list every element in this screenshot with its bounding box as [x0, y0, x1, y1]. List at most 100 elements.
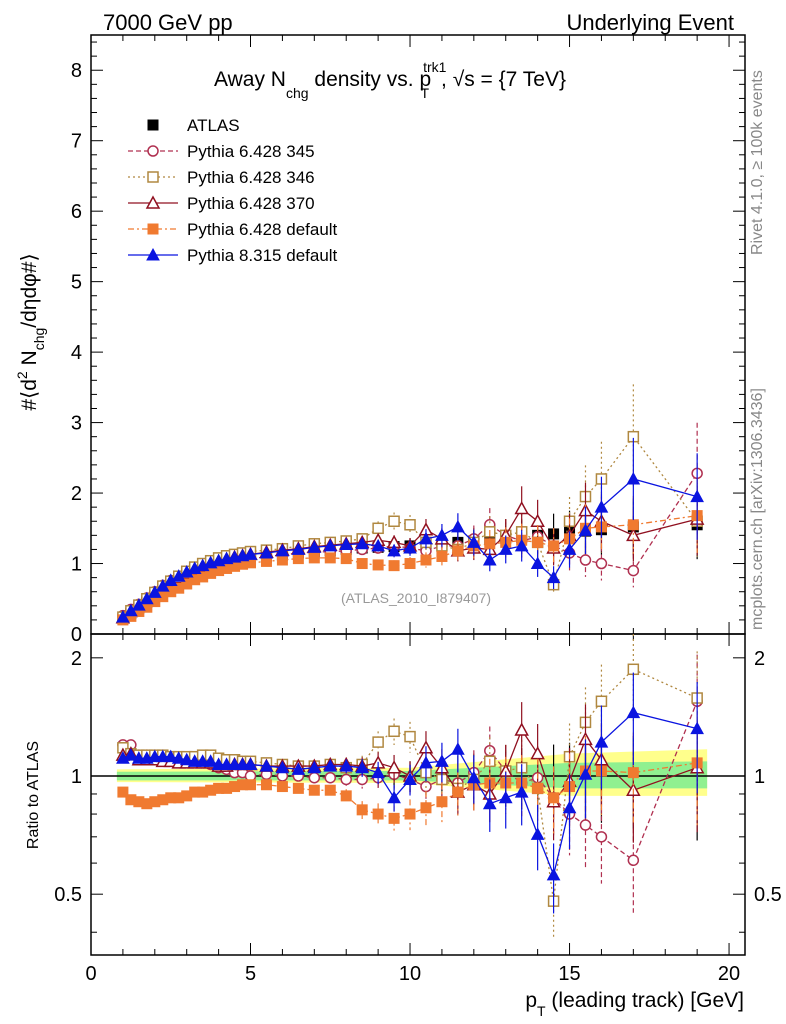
point-pythia-8-315-default	[403, 540, 417, 554]
legend-label-pythia-6-428-345: Pythia 6.428 345	[187, 142, 315, 161]
y-tick-label: 8	[71, 60, 82, 82]
ratio-point-pythia-6-428-default	[356, 804, 368, 816]
point-pythia-8-315-default	[451, 519, 465, 533]
ratio-point-pythia-6-428-default	[548, 792, 560, 804]
y-tick-label: 6	[71, 201, 82, 223]
point-pythia-8-315-default	[546, 570, 561, 584]
ratio-point-pythia-8-315-default	[371, 765, 385, 779]
point-pythia-8-315-default	[371, 538, 385, 552]
rivet-label: Rivet 4.1.0, ≥ 100k events	[749, 70, 766, 255]
legend-marker-pythia-6-428-346	[147, 171, 159, 183]
ratio-point-pythia-6-428-345	[627, 854, 640, 867]
ratio-point-pythia-8-315-default	[323, 759, 338, 772]
ratio-y-tick-label-right: 2	[754, 648, 765, 670]
point-pythia-8-315-default	[466, 535, 481, 548]
ratio-point-pythia-8-315-default	[690, 721, 704, 735]
main-plot: 0 1 2 3 4 5 6 7 8	[71, 34, 746, 646]
ratio-y-tick-label: 0.5	[54, 884, 82, 906]
mcplots-label: mcplots.cern.ch [arXiv:1306.3436]	[749, 388, 766, 630]
point-pythia-8-315-default	[482, 552, 497, 566]
point-pythia-8-315-default	[387, 543, 401, 557]
ratio-point-pythia-6-428-default	[532, 782, 544, 794]
ratio-point-pythia-8-315-default	[387, 790, 401, 804]
point-pythia-6-428-default	[404, 558, 416, 570]
point-pythia-6-428-default	[356, 558, 368, 570]
ratio-point-pythia-8-315-default	[514, 785, 529, 798]
ratio-point-pythia-6-428-346	[388, 725, 400, 738]
point-pythia-8-315-default	[690, 489, 704, 503]
point-pythia-6-428-default	[627, 519, 639, 531]
ratio-point-pythia-6-428-default	[324, 784, 336, 796]
point-pythia-6-428-default	[532, 536, 544, 548]
ratio-point-pythia-6-428-default	[404, 808, 416, 820]
point-pythia-6-428-default	[436, 550, 448, 562]
ratio-y-label: Ratio to ATLAS	[25, 741, 42, 849]
point-pythia-6-428-default	[292, 553, 304, 565]
point-pythia-6-428-default	[388, 560, 400, 572]
point-pythia-8-315-default	[514, 538, 529, 552]
ratio-point-pythia-8-315-default	[466, 770, 481, 784]
point-pythia-6-428-default	[548, 540, 560, 552]
point-pythia-6-428-default	[372, 559, 384, 571]
y-tick-label: 5	[71, 272, 82, 294]
point-pythia-8-315-default	[530, 556, 545, 570]
point-pythia-8-315-default	[323, 538, 338, 552]
x-tick-label: 20	[718, 963, 740, 985]
ratio-point-pythia-8-315-default	[594, 735, 609, 748]
header-left: 7000 GeV pp	[103, 10, 233, 35]
legend-label-pythia-8-315-default: Pythia 8.315 default	[187, 246, 338, 265]
y-tick-label: 2	[71, 483, 82, 505]
point-pythia-8-315-default	[435, 528, 449, 541]
point-pythia-8-315-default	[498, 542, 513, 555]
legend-marker-atlas	[147, 119, 159, 131]
ratio-point-pythia-6-428-default	[420, 802, 432, 814]
legend-marker-pythia-6-428-default	[147, 223, 159, 235]
point-pythia-6-428-default	[452, 545, 464, 557]
x-tick-label: 0	[85, 963, 96, 985]
ratio-point-pythia-8-315-default	[546, 867, 561, 881]
point-pythia-8-315-default	[259, 545, 274, 559]
ratio-y-tick-label-right: 0.5	[754, 884, 782, 906]
ratio-point-pythia-8-315-default	[498, 790, 513, 804]
ratio-point-pythia-6-428-default	[452, 786, 464, 798]
ratio-point-pythia-6-428-default	[308, 784, 320, 796]
y-tick-label: 3	[71, 413, 82, 435]
point-pythia-6-428-345	[627, 564, 640, 577]
ratio-y-tick-label: 1	[71, 766, 82, 788]
legend-marker-pythia-6-428-345	[147, 145, 159, 157]
ratio-point-pythia-6-428-default	[245, 779, 257, 791]
ratio-point-pythia-8-315-default	[562, 800, 577, 814]
y-tick-label: 4	[71, 342, 82, 364]
point-pythia-8-315-default	[116, 610, 130, 623]
ratio-point-pythia-8-315-default	[482, 796, 497, 810]
point-pythia-8-315-default	[147, 585, 162, 598]
header-right: Underlying Event	[566, 10, 734, 35]
ratio-y-tick-label-right: 1	[754, 766, 765, 788]
ratio-point-pythia-6-428-default	[627, 767, 639, 779]
ratio-point-pythia-8-315-default	[355, 760, 370, 774]
legend-marker-pythia-8-315-default	[146, 247, 160, 261]
ratio-point-pythia-6-428-345	[324, 771, 337, 784]
x-tick-label: 15	[558, 963, 580, 985]
point-pythia-8-315-default	[139, 591, 154, 605]
ratio-point-pythia-6-428-default	[436, 796, 448, 808]
legend: ATLAS Pythia 6.428 345 Pythia 6.428 346 Pyt…	[128, 116, 338, 265]
ratio-point-pythia-8-315-default	[530, 827, 545, 840]
analysis-watermark: (ATLAS_2010_I879407)	[341, 590, 491, 606]
ratio-point-pythia-8-315-default	[451, 742, 465, 755]
point-pythia-8-315-default	[562, 542, 577, 555]
point-pythia-6-428-370	[514, 500, 529, 515]
point-pythia-8-315-default	[132, 598, 146, 611]
point-pythia-6-428-default	[484, 538, 496, 550]
ratio-point-pythia-6-428-370	[386, 760, 402, 774]
point-pythia-6-428-345	[579, 554, 592, 566]
point-pythia-8-315-default	[243, 547, 258, 560]
y-tick-label: 1	[71, 554, 82, 576]
ratio-point-pythia-6-428-345	[579, 819, 592, 831]
ratio-point-pythia-8-315-default	[243, 757, 258, 770]
ratio-frame	[90, 633, 746, 956]
point-pythia-8-315-default	[291, 542, 306, 555]
point-pythia-6-428-345	[595, 557, 608, 570]
point-pythia-6-428-346	[372, 522, 384, 535]
ratio-point-pythia-8-315-default	[339, 759, 354, 772]
